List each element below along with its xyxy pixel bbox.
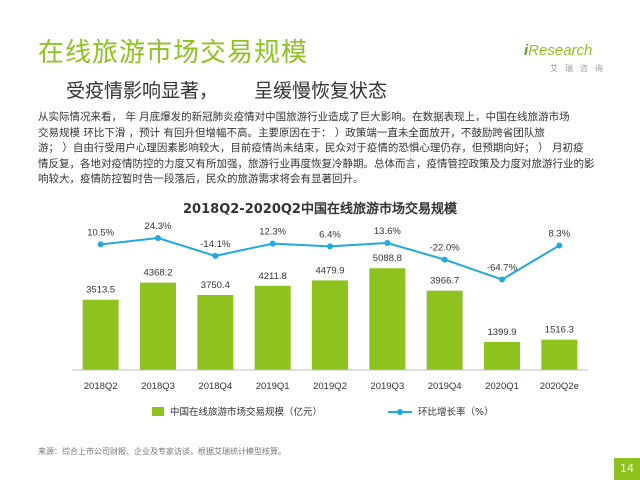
bar (197, 294, 234, 370)
x-tick-group: 2018Q2 2018Q3 2018Q4 2019Q1 2019Q2 2019Q3 2019… (84, 381, 579, 392)
x-tick-label: 2020Q2e (540, 381, 579, 392)
logo-subtitle: 艾瑞咨询 (550, 64, 610, 73)
growth-label-group: 10.5% 24.3% -14.1% 12.3% 6.4% 13.6% -22.0% -64.… (87, 221, 571, 274)
x-tick-label: 2018Q2 (84, 381, 118, 392)
bar-value-label: 3513.5 (86, 285, 115, 296)
bar-value-label: 5088.8 (373, 253, 402, 264)
body-line: 响较大，疫情防控暂时告一段落后，民众的旅游需求将会有显著回升。 (38, 173, 364, 185)
bar-value-label: 3966.7 (430, 276, 459, 287)
growth-point (212, 252, 219, 259)
x-tick-label: 2019Q3 (370, 381, 404, 392)
legend-line-marker (397, 409, 403, 415)
legend: 中国在线旅游市场交易规模（亿元） 环比增长率（%） (152, 406, 494, 418)
page-number: 14 (614, 458, 640, 480)
body-line: 交易规模 环比下滑 ，预计 有回升但增幅不高。主要原因在于： ）政策端一直未全面… (38, 126, 545, 139)
growth-point (97, 241, 104, 248)
growth-point (441, 256, 448, 263)
subtitle-part-1: 受疫情影响显著， (66, 80, 219, 102)
growth-point (384, 239, 391, 246)
source-note: 来源：综合上市公司财报、企业及专家访谈，根据艾瑞统计模型核算。 (38, 447, 286, 456)
bar-value-label: 3750.4 (201, 280, 230, 291)
logo-wordmark: iResearch (524, 42, 593, 59)
x-tick-label: 2018Q4 (198, 381, 232, 392)
body-line: 情反复，各地对疫情防控的力度又有所加强，旅游行业再度恢复冷静期。总体而言，疫情管… (38, 157, 595, 170)
growth-point (327, 243, 333, 250)
subtitle-part-2: 呈缓慢恢复状态 (254, 80, 388, 102)
growth-point (556, 242, 563, 249)
bar-value-label: 4368.2 (143, 268, 172, 279)
bar (426, 290, 463, 370)
legend-bar-label: 中国在线旅游市场交易规模（亿元） (170, 406, 322, 418)
growth-point (269, 240, 276, 247)
growth-value-label: 6.4% (319, 229, 341, 240)
growth-value-label: -64.7% (487, 263, 518, 274)
bar (82, 299, 119, 370)
growth-point (499, 276, 505, 283)
growth-value-label: 10.5% (87, 227, 114, 238)
body-paragraph: 从实际情况来看， 年 月底爆发的新冠肺炎疫情对中国旅游行业造成了巨大影响。在数据… (38, 110, 618, 188)
growth-value-label: 24.3% (145, 221, 172, 232)
bar-value-label: 4211.8 (258, 271, 286, 282)
growth-point (155, 234, 161, 241)
bar (254, 285, 291, 370)
body-line: 从实际情况来看， 年 月底爆发的新冠肺炎疫情对中国旅游行业造成了巨大影响。在数据… (38, 111, 570, 123)
x-tick-label: 2018Q3 (141, 381, 175, 392)
legend-bar-swatch (152, 407, 164, 416)
legend-line-label: 环比增长率（%） (418, 406, 494, 418)
chart-title: 2018Q2-2020Q2中国在线旅游市场交易规模 (183, 202, 457, 217)
bar-value-label: 1516.3 (545, 325, 574, 336)
bar-value-label: 1399.9 (487, 327, 516, 338)
bar (140, 282, 176, 370)
body-line: 游； ）自由行受用户心理因素影响较大，目前疫情尚未结束，民众对于疫情的恐惧心理仍… (38, 142, 584, 154)
x-tick-label: 2019Q2 (313, 381, 347, 392)
bar-group (82, 268, 578, 370)
x-tick-label: 2019Q1 (256, 381, 290, 392)
growth-value-label: 8.3% (549, 228, 571, 239)
bar-label-group: 3513.5 4368.2 3750.4 4211.8 4479.9 5088.8 3966… (86, 253, 574, 338)
growth-value-label: -22.0% (430, 243, 461, 254)
growth-value-label: 12.3% (259, 227, 286, 238)
bar (484, 342, 520, 370)
bar (312, 280, 348, 370)
growth-line-group (97, 234, 563, 283)
iresearch-logo: iResearch 艾瑞咨询 (524, 42, 610, 80)
growth-value-label: -14.1% (200, 239, 231, 250)
page-subtitle: 受疫情影响显著， 呈缓慢恢复状态 (66, 76, 387, 103)
bar (369, 268, 406, 370)
x-tick-label: 2020Q1 (485, 381, 519, 392)
growth-value-label: 13.6% (374, 226, 401, 237)
bar-value-label: 4479.9 (315, 265, 344, 276)
bar (541, 339, 578, 370)
x-tick-label: 2019Q4 (428, 381, 462, 392)
page-title: 在线旅游市场交易规模 (38, 38, 309, 68)
